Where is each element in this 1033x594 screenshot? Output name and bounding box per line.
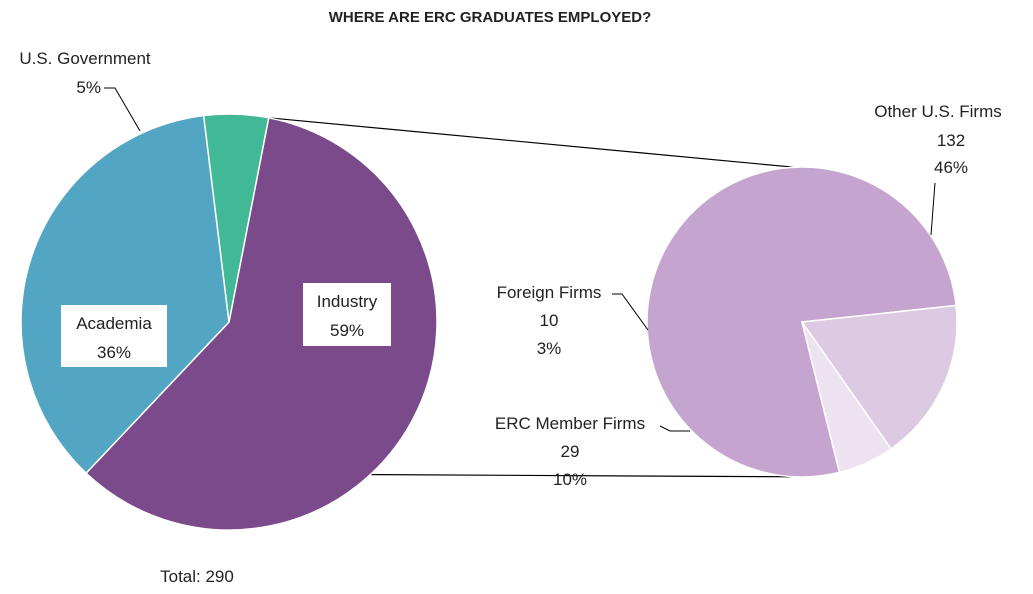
label-erc-member-firms-count: 29 [561, 442, 580, 461]
label-industry-name: Industry [317, 292, 378, 311]
leader-other-us-firms [930, 182, 936, 236]
leader-foreign-firms [612, 293, 649, 331]
label-foreign-firms-percent: 3% [537, 339, 562, 358]
leader-usgov [104, 87, 141, 132]
label-other-us-firms-name: Other U.S. Firms [874, 102, 1002, 121]
label-industry-percent: 59% [330, 321, 364, 340]
label-foreign-firms-name: Foreign Firms [497, 283, 602, 302]
label-usgov-name: U.S. Government [19, 49, 151, 68]
label-box-academia [61, 305, 167, 367]
label-box-industry [303, 283, 391, 346]
main-pie [20, 113, 438, 531]
main-slice-industry [85, 116, 438, 531]
label-erc-member-firms-name: ERC Member Firms [495, 414, 645, 433]
slice-labels: Industry 59% Academia 36% U.S. Government 5% O… [19, 49, 1001, 489]
chart-title: WHERE ARE ERC GRADUATES EMPLOYED? [329, 9, 652, 26]
main-slice-u-s-government [202, 113, 270, 323]
total-label: Total: 290 [160, 567, 234, 586]
breakdown-slice-foreign-firms [801, 321, 893, 474]
label-usgov-percent: 5% [76, 78, 101, 97]
breakdown-slice-erc-member-firms [800, 304, 958, 450]
main-slice-academia [20, 114, 230, 475]
label-erc-member-firms-percent: 10% [553, 470, 587, 489]
label-academia-percent: 36% [97, 343, 131, 362]
label-foreign-firms-count: 10 [540, 311, 559, 330]
label-other-us-firms-percent: 46% [934, 158, 968, 177]
breakdown-pie [646, 166, 958, 478]
leader-erc-member-firms [659, 425, 690, 432]
label-academia-name: Academia [76, 314, 152, 333]
label-other-us-firms-count: 132 [937, 131, 965, 150]
connector-line-top [268, 117, 794, 168]
